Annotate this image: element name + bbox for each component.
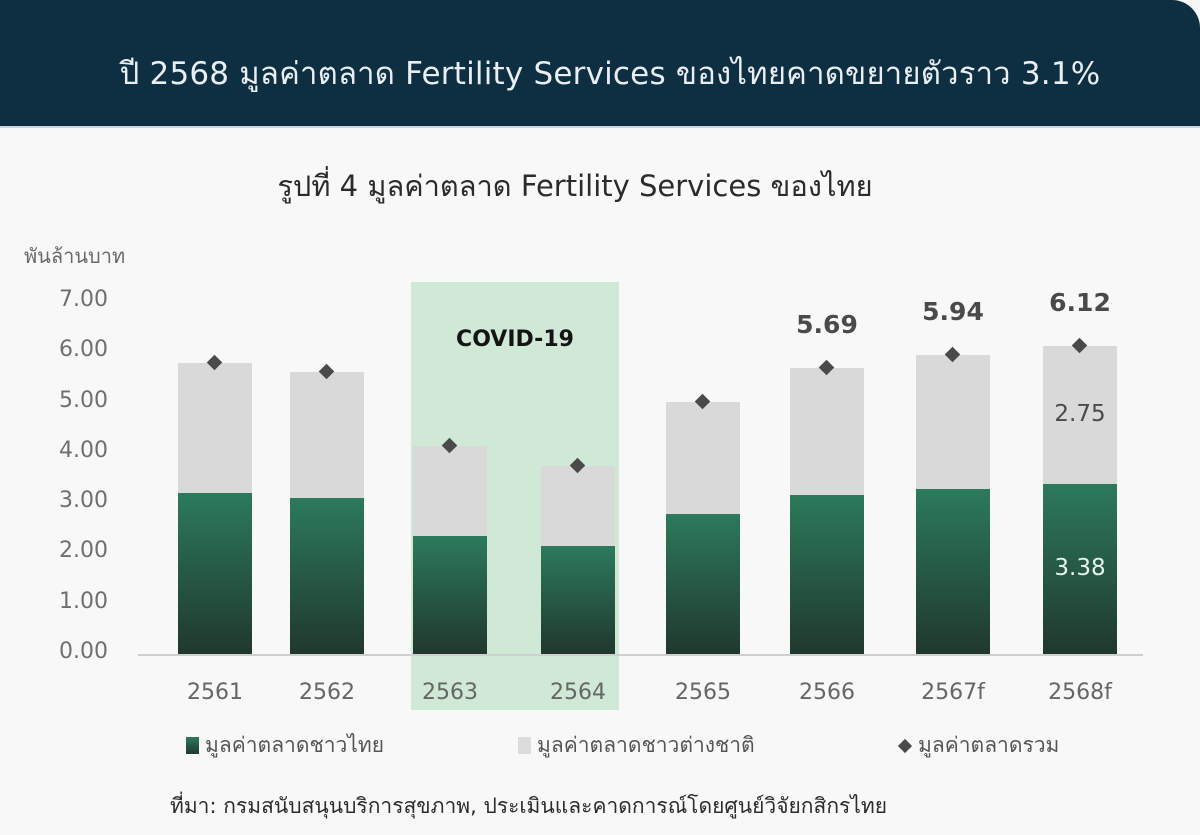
- bar-segment-foreign: [790, 367, 864, 496]
- y-tick-label: 1.00: [59, 588, 108, 614]
- legend-label: มูลค่าตลาดรวม: [918, 733, 1060, 757]
- total-value-label: 5.69: [796, 309, 858, 339]
- y-tick-label: 2.00: [59, 538, 108, 564]
- foreign-swatch-icon: [518, 737, 531, 754]
- y-tick-label: 4.00: [59, 437, 108, 463]
- bar-2565: [666, 401, 740, 654]
- x-tick-label: 2566: [799, 680, 855, 705]
- bar-2566: [790, 367, 864, 654]
- bar-2564: [541, 465, 615, 654]
- total-value-label: 6.12: [1049, 288, 1111, 318]
- bar-2563: [413, 445, 487, 654]
- x-tick-label: 2561: [187, 680, 243, 705]
- bar-segment-thai: [413, 535, 487, 654]
- legend-label: มูลค่าตลาดชาวไทย: [205, 733, 385, 757]
- legend-item-total: มูลค่าตลาดรวม: [896, 729, 1059, 762]
- bar-segment-thai: [790, 495, 864, 654]
- bar-segment-thai: [666, 514, 740, 654]
- legend-item-foreign: มูลค่าตลาดชาวต่างชาติ: [518, 729, 755, 762]
- bar-segment-thai: [916, 489, 990, 654]
- y-tick-label: 0.00: [59, 639, 108, 664]
- bar-segment-foreign: [178, 362, 252, 494]
- y-axis-label: พันล้านบาท: [24, 244, 126, 268]
- legend-item-thai: มูลค่าตลาดชาวไทย: [186, 729, 384, 762]
- y-tick-label: 7.00: [59, 286, 108, 312]
- thai-swatch-icon: [186, 737, 199, 754]
- bar-segment-thai: [290, 498, 364, 654]
- y-tick-label: 3.00: [59, 488, 108, 514]
- bar-segment-thai: [1043, 483, 1117, 654]
- foreign-value-label: 2.75: [1054, 400, 1106, 427]
- bar-2567f: [916, 355, 990, 654]
- x-tick-label: 2563: [422, 680, 478, 705]
- bar-segment-foreign: [916, 355, 990, 489]
- diamond-marker-icon: [897, 738, 913, 753]
- bar-2562: [290, 371, 364, 654]
- thai-value-label: 3.38: [1054, 554, 1106, 581]
- bar-segment-foreign: [541, 465, 615, 546]
- bar-2561: [178, 362, 252, 654]
- legend: มูลค่าตลาดชาวไทย มูลค่าตลาดชาวต่างชาติ ม…: [0, 729, 1200, 759]
- x-tick-label: 2565: [675, 680, 731, 705]
- bar-segment-thai: [178, 493, 252, 654]
- y-tick-label: 5.00: [59, 387, 108, 413]
- bar-segment-foreign: [290, 371, 364, 499]
- bar-segment-foreign: [666, 401, 740, 515]
- bar-segment-thai: [541, 545, 615, 654]
- x-tick-label: 2564: [550, 680, 606, 705]
- x-tick-label: 2562: [299, 680, 355, 705]
- header-banner: ปี 2568 มูลค่าตลาด Fertility Services ขอ…: [0, 0, 1200, 126]
- covid-annotation: COVID-19: [456, 327, 574, 352]
- chart-title: รูปที่ 4 มูลค่าตลาด Fertility Services ข…: [277, 169, 873, 203]
- legend-label: มูลค่าตลาดชาวต่างชาติ: [537, 733, 755, 757]
- headline: ปี 2568 มูลค่าตลาด Fertility Services ขอ…: [119, 56, 1101, 92]
- bar-segment-foreign: [1043, 345, 1117, 484]
- x-tick-label: 2568f: [1048, 680, 1112, 705]
- bar-2568f: [1043, 345, 1117, 654]
- total-value-label: 5.94: [922, 297, 984, 327]
- x-tick-label: 2567f: [921, 680, 985, 705]
- source-note: ที่มา: กรมสนับสนุนบริการสุขภาพ, ประเมินแ…: [170, 794, 888, 818]
- y-tick-label: 6.00: [59, 337, 108, 363]
- bar-segment-foreign: [413, 445, 487, 536]
- x-axis-line: [138, 654, 1143, 656]
